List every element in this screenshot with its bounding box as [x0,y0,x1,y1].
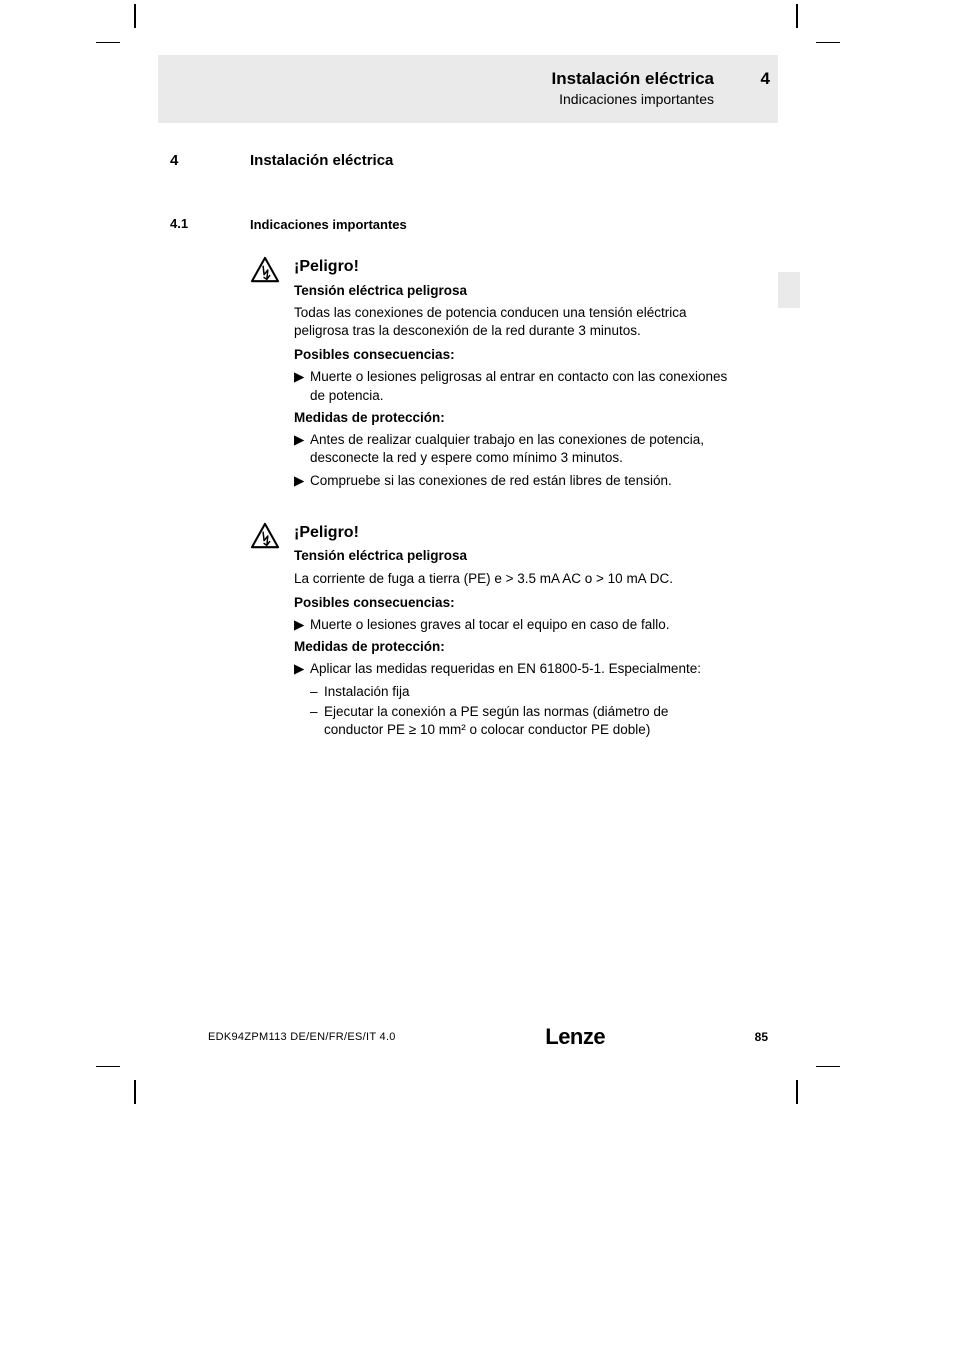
crop-mark [816,42,840,43]
bullet-text: Muerte o lesiones peligrosas al entrar e… [310,368,730,404]
section-title: Instalación eléctrica [250,152,393,169]
warning-body: ¡Peligro! Tensión eléctrica peligrosa La… [286,522,730,742]
bullet-text: Muerte o lesiones graves al tocar el equ… [310,616,669,634]
sub-bullet-text: Ejecutar la conexión a PE según las norm… [324,703,730,739]
crop-mark [96,1066,120,1067]
warning-title: ¡Peligro! [294,522,730,544]
header-subtitle: Indicaciones importantes [551,91,714,107]
bullet-item: ▶Aplicar las medidas requeridas en EN 61… [294,660,730,678]
warning-paragraph: Todas las conexiones de potencia conduce… [294,304,730,340]
warning-body: ¡Peligro! Tensión eléctrica peligrosa To… [286,256,730,494]
bullet-item: ▶Antes de realizar cualquier trabajo en … [294,431,730,467]
section-row: 4 Instalación eléctrica [208,152,768,170]
subsection-row: 4.1 Indicaciones importantes [208,216,768,234]
crop-mark [796,4,798,28]
triangle-bullet-icon: ▶ [294,368,310,404]
footer-page-number: 85 [755,1030,768,1044]
triangle-bullet-icon: ▶ [294,431,310,467]
warning-title: ¡Peligro! [294,256,730,278]
warning-subtitle: Tensión eléctrica peligrosa [294,547,730,565]
footer-logo: Lenze [545,1024,605,1050]
triangle-bullet-icon: ▶ [294,660,310,678]
danger-icon [250,522,286,742]
danger-icon [250,256,286,494]
dash-bullet-icon: – [310,703,324,739]
header-band: Instalación eléctrica Indicaciones impor… [158,55,778,123]
footer-doc-id: EDK94ZPM113 DE/EN/FR/ES/IT 4.0 [208,1031,396,1043]
triangle-bullet-icon: ▶ [294,472,310,490]
consequences-heading: Posibles consecuencias: [294,594,730,612]
page-root: Instalación eléctrica Indicaciones impor… [0,0,954,1350]
dash-bullet-icon: – [310,683,324,701]
crop-mark [796,1080,798,1104]
crop-mark [134,4,136,28]
subsection-title: Indicaciones importantes [250,217,407,232]
content: 4 Instalación eléctrica 4.1 Indicaciones… [208,152,768,741]
warning-paragraph: La corriente de fuga a tierra (PE) e > 3… [294,570,730,588]
sub-bullet-item: –Ejecutar la conexión a PE según las nor… [310,703,730,739]
triangle-bullet-icon: ▶ [294,616,310,634]
crop-mark [134,1080,136,1104]
sub-bullet-text: Instalación fija [324,683,410,701]
consequences-heading: Posibles consecuencias: [294,346,730,364]
bullet-item: ▶Muerte o lesiones peligrosas al entrar … [294,368,730,404]
section-number: 4 [170,152,178,169]
sub-bullet-item: –Instalación fija [310,683,730,701]
protection-heading: Medidas de protección: [294,638,730,656]
bullet-text: Compruebe si las conexiones de red están… [310,472,672,490]
header-text: Instalación eléctrica Indicaciones impor… [551,69,714,107]
bullet-item: ▶Muerte o lesiones graves al tocar el eq… [294,616,730,634]
bullet-item: ▶Compruebe si las conexiones de red está… [294,472,730,490]
side-tab [778,272,800,308]
header-chapter-number: 4 [761,69,770,89]
bullet-text: Antes de realizar cualquier trabajo en l… [310,431,730,467]
protection-heading: Medidas de protección: [294,409,730,427]
header-title: Instalación eléctrica [551,69,714,89]
crop-mark [96,42,120,43]
warning-subtitle: Tensión eléctrica peligrosa [294,282,730,300]
bullet-text: Aplicar las medidas requeridas en EN 618… [310,660,701,678]
subsection-number: 4.1 [170,216,188,231]
footer: EDK94ZPM113 DE/EN/FR/ES/IT 4.0 Lenze 85 [208,1024,768,1050]
warning-box-1: ¡Peligro! Tensión eléctrica peligrosa To… [250,256,730,494]
warning-box-2: ¡Peligro! Tensión eléctrica peligrosa La… [250,522,730,742]
crop-mark [816,1066,840,1067]
